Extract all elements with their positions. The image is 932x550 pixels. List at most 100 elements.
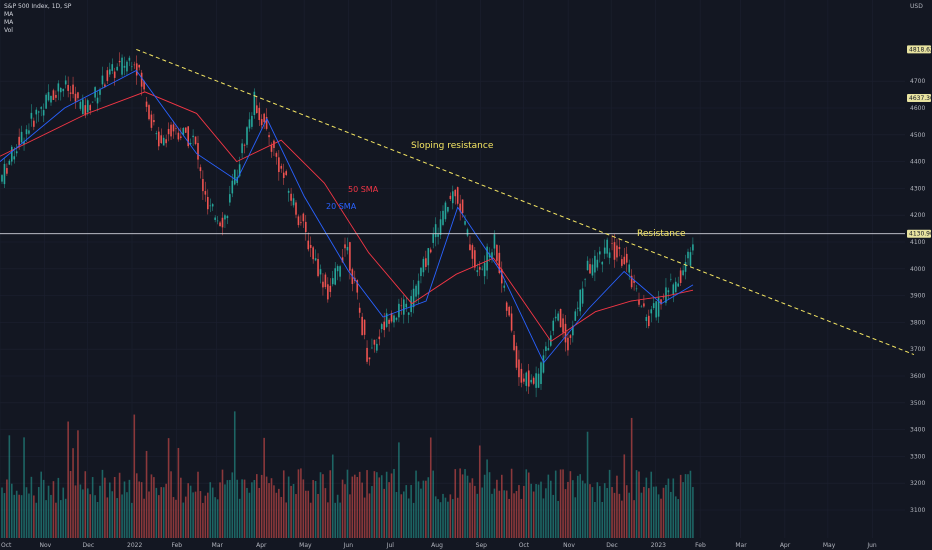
candle [599, 246, 601, 263]
volume-bar [361, 482, 363, 538]
candle [162, 135, 165, 146]
volume-bar [324, 488, 327, 538]
volume-bar [672, 478, 675, 538]
volume-bar [670, 491, 672, 538]
resistance-label: Resistance [637, 229, 686, 239]
candle [682, 265, 684, 277]
candle [305, 215, 307, 241]
sma50-line [0, 91, 694, 342]
price-tick-label: 4300 [910, 185, 925, 192]
candle [155, 130, 158, 140]
candle [368, 357, 371, 366]
sloping-resistance-trendline[interactable] [136, 48, 915, 356]
legend-symbol[interactable]: S&P 500 Index, 1D, SP [4, 3, 72, 10]
legend-indicator-ma2[interactable]: MA [4, 19, 14, 26]
volume-bar [523, 485, 525, 538]
volume-bar [567, 481, 569, 538]
volume-bar [554, 470, 557, 538]
volume-bar [13, 494, 16, 538]
volume-bar [586, 431, 589, 538]
candle [442, 205, 444, 227]
time-tick-label: Apr [256, 542, 267, 549]
volume-bar [197, 471, 199, 538]
candle [60, 87, 62, 101]
candle [594, 249, 596, 282]
volume-bar [329, 470, 332, 538]
volume-bar [417, 481, 420, 538]
time-axis[interactable]: Oct Nov Dec 2022 Feb Mar Apr May Jun Jul Aug Sep Oct… [1, 542, 877, 549]
volume-bar [562, 469, 564, 538]
volume-bar [410, 484, 412, 538]
candle [557, 311, 559, 322]
candle [263, 112, 265, 129]
volume-bar [290, 485, 292, 538]
candle [336, 264, 339, 281]
volume-bar [256, 474, 258, 538]
candle [652, 296, 655, 310]
time-tick-label: Feb [171, 542, 182, 549]
candle [687, 248, 689, 265]
candle [280, 163, 283, 173]
volume-bar [545, 488, 547, 538]
candle [469, 235, 471, 251]
candle [268, 131, 270, 146]
volume-bar [572, 480, 574, 538]
volume-bar [175, 499, 177, 538]
candle [589, 258, 591, 274]
volume-bar [407, 498, 410, 538]
volume-bar [334, 502, 336, 538]
candle [596, 252, 599, 271]
candle [47, 84, 50, 102]
candle [648, 309, 650, 329]
candle [278, 150, 280, 181]
volume-bar [481, 487, 483, 538]
candle [219, 220, 221, 227]
volume-bar [77, 430, 79, 538]
volume-bar [25, 487, 28, 538]
candle [672, 282, 675, 303]
svg-text:4818.62: 4818.62 [909, 46, 932, 53]
legend-indicator-ma1[interactable]: MA [4, 11, 14, 18]
volume-bar [35, 502, 38, 538]
volume-bar [682, 482, 684, 538]
volume-bar [589, 484, 591, 538]
volume-bar [444, 497, 447, 538]
time-tick-label: Mar [212, 542, 224, 549]
time-tick-label: Aug [431, 542, 443, 549]
candle [40, 106, 42, 117]
candle [398, 298, 400, 323]
volume-bar [238, 498, 241, 538]
volume-bar [503, 490, 506, 538]
volume-bar [47, 485, 50, 538]
legend-indicator-vol[interactable]: Vol [4, 27, 13, 34]
candle [175, 125, 177, 135]
volume-bar [520, 498, 523, 538]
candle [297, 214, 300, 228]
candle [314, 249, 317, 262]
candle [113, 67, 116, 86]
volume-bar [574, 497, 577, 538]
candle [452, 185, 454, 210]
volume-bar [72, 448, 74, 538]
candle [677, 276, 679, 288]
candle [96, 90, 99, 112]
volume-bars [1, 411, 694, 538]
candle [329, 278, 332, 298]
candle [150, 110, 153, 131]
candle [400, 297, 403, 315]
candle [366, 340, 368, 365]
candle [601, 261, 604, 273]
volume-bar [633, 500, 635, 538]
candle [603, 239, 606, 260]
volume-bar [518, 485, 520, 538]
candle [630, 269, 633, 290]
volume-bar [388, 482, 390, 538]
candle [361, 312, 363, 336]
candle [145, 96, 148, 112]
candle [491, 248, 493, 263]
price-axis[interactable]: 3100 3200 3300 3400 3500 3600 3700 3800 3900 4000… [907, 45, 932, 514]
candle [380, 322, 383, 333]
candle [109, 62, 111, 78]
candle [496, 243, 498, 266]
